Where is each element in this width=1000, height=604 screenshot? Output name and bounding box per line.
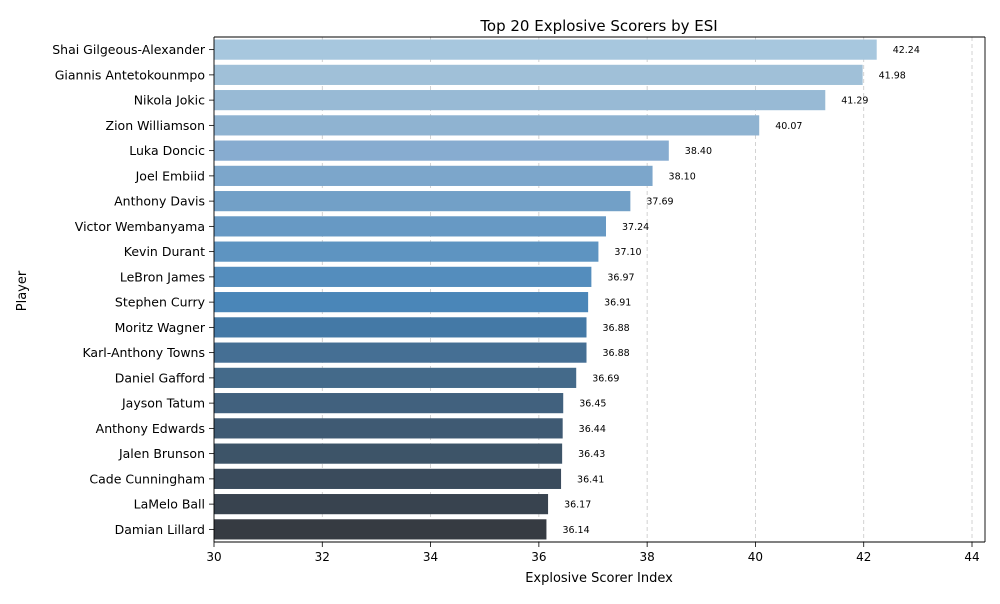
- bar-value-label: 42.24: [893, 45, 920, 56]
- y-tick-label: Giannis Antetokounmpo: [55, 67, 205, 82]
- bar-value-label: 36.91: [604, 298, 631, 309]
- y-tick-label: LeBron James: [120, 269, 205, 284]
- y-tick-label: Kevin Durant: [124, 244, 205, 259]
- y-tick-label: Karl-Anthony Towns: [82, 345, 205, 360]
- y-tick-labels: Shai Gilgeous-Alexander Giannis Antetokou…: [52, 42, 214, 537]
- bar: [214, 367, 577, 388]
- bar: [214, 90, 826, 111]
- y-tick-label: Joel Embiid: [135, 168, 205, 183]
- bar: [214, 216, 606, 237]
- bar-value-label: 36.88: [603, 323, 630, 334]
- bar-value-label: 38.10: [669, 171, 696, 182]
- bar: [214, 393, 564, 414]
- bar: [214, 115, 760, 136]
- bar-value-label: 36.41: [577, 474, 604, 485]
- x-tick-label: 44: [964, 550, 979, 564]
- bar-value-label: 37.10: [614, 247, 641, 258]
- bar-value-label: 37.69: [646, 197, 673, 208]
- bar: [214, 64, 863, 85]
- bar-value-label: 41.98: [879, 70, 906, 81]
- y-tick-label: Moritz Wagner: [115, 320, 206, 335]
- bar: [214, 519, 547, 540]
- y-tick-label: LaMelo Ball: [134, 497, 205, 512]
- bars: [214, 39, 877, 540]
- y-tick-label: Anthony Davis: [114, 194, 205, 209]
- bar-value-label: 36.45: [579, 399, 606, 410]
- bar: [214, 140, 669, 161]
- x-tick-label: 40: [748, 550, 763, 564]
- y-tick-label: Jayson Tatum: [121, 396, 205, 411]
- y-tick-label: Cade Cunningham: [89, 471, 205, 486]
- y-tick-label: Shai Gilgeous-Alexander: [52, 42, 206, 57]
- bar: [214, 292, 589, 313]
- bar-value-label: 36.43: [578, 449, 605, 460]
- bar-value-label: 36.88: [603, 348, 630, 359]
- bar: [214, 342, 587, 363]
- x-tick-label: 42: [856, 550, 871, 564]
- bar-value-label: 36.14: [562, 525, 589, 536]
- bar: [214, 418, 563, 439]
- bar: [214, 191, 631, 212]
- bar: [214, 494, 549, 515]
- y-tick-label: Victor Wembanyama: [75, 219, 205, 234]
- bar: [214, 443, 563, 464]
- bar: [214, 317, 587, 338]
- bar: [214, 241, 599, 262]
- y-tick-label: Nikola Jokic: [134, 93, 205, 108]
- x-axis-label: Explosive Scorer Index: [525, 571, 673, 586]
- bar-value-label: 36.97: [607, 272, 634, 283]
- bar: [214, 266, 592, 287]
- bar-value-label: 38.40: [685, 146, 712, 157]
- bar-value-label: 41.29: [841, 96, 868, 107]
- bar: [214, 39, 877, 60]
- y-tick-label: Jalen Brunson: [118, 446, 205, 461]
- x-tick-label: 34: [423, 550, 438, 564]
- bar: [214, 468, 562, 489]
- bar-value-label: 40.07: [775, 121, 802, 132]
- chart-title: Top 20 Explosive Scorers by ESI: [479, 17, 717, 35]
- y-tick-label: Stephen Curry: [115, 295, 206, 310]
- x-tick-label: 36: [531, 550, 546, 564]
- y-axis-label: Player: [15, 270, 30, 311]
- bar-value-label: 37.24: [622, 222, 649, 233]
- y-tick-label: Zion Williamson: [106, 118, 205, 133]
- y-tick-label: Damian Lillard: [115, 522, 205, 537]
- y-tick-label: Daniel Gafford: [115, 370, 205, 385]
- axes: [213, 36, 986, 543]
- bar-value-label: 36.69: [592, 373, 619, 384]
- y-tick-label: Luka Doncic: [129, 143, 205, 158]
- x-tick-label: 32: [315, 550, 330, 564]
- x-tick-labels: 30 32 34 36 38 40 42 44: [206, 542, 980, 564]
- value-labels: 42.24 41.98 41.29 40.07 38.40 38.10 37.69 37.24…: [562, 45, 919, 536]
- bar-value-label: 36.44: [579, 424, 606, 435]
- bar: [214, 165, 653, 186]
- x-tick-label: 30: [206, 550, 221, 564]
- grid-lines: [213, 37, 973, 542]
- bar-value-label: 36.17: [564, 500, 591, 511]
- x-tick-label: 38: [640, 550, 655, 564]
- y-tick-label: Anthony Edwards: [96, 421, 205, 436]
